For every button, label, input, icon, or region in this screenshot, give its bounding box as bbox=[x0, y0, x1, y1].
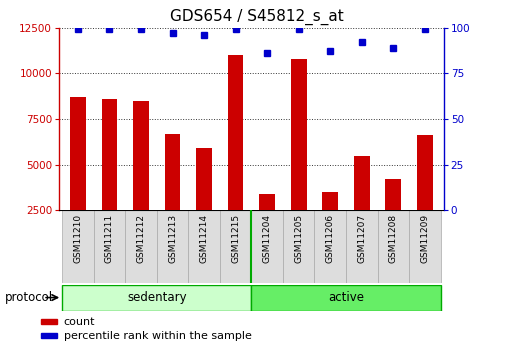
Bar bbox=[62, 285, 251, 310]
Text: GDS654 / S45812_s_at: GDS654 / S45812_s_at bbox=[170, 9, 343, 25]
Bar bbox=[41, 333, 57, 338]
Text: GSM11205: GSM11205 bbox=[294, 214, 303, 263]
Text: protocol: protocol bbox=[5, 291, 53, 304]
Bar bbox=[251, 285, 441, 310]
Bar bbox=[41, 319, 57, 324]
Text: GSM11204: GSM11204 bbox=[263, 214, 272, 263]
Bar bbox=[62, 210, 94, 283]
Bar bbox=[188, 210, 220, 283]
Text: GSM11212: GSM11212 bbox=[136, 214, 146, 263]
Bar bbox=[417, 136, 432, 210]
Bar bbox=[251, 210, 283, 283]
Bar bbox=[259, 194, 275, 210]
Text: GSM11213: GSM11213 bbox=[168, 214, 177, 263]
Text: percentile rank within the sample: percentile rank within the sample bbox=[64, 331, 251, 341]
Bar bbox=[283, 210, 314, 283]
Text: GSM11210: GSM11210 bbox=[73, 214, 83, 263]
Bar bbox=[94, 210, 125, 283]
Bar bbox=[133, 101, 149, 210]
Bar bbox=[354, 156, 370, 210]
Bar bbox=[165, 134, 181, 210]
Bar bbox=[385, 179, 401, 210]
Bar bbox=[220, 210, 251, 283]
Bar bbox=[125, 210, 157, 283]
Text: GSM11208: GSM11208 bbox=[389, 214, 398, 263]
Text: active: active bbox=[328, 291, 364, 304]
Bar bbox=[346, 210, 378, 283]
Bar bbox=[378, 210, 409, 283]
Text: sedentary: sedentary bbox=[127, 291, 187, 304]
Text: GSM11207: GSM11207 bbox=[357, 214, 366, 263]
Text: count: count bbox=[64, 317, 95, 327]
Text: GSM11215: GSM11215 bbox=[231, 214, 240, 263]
Bar bbox=[314, 210, 346, 283]
Bar bbox=[196, 148, 212, 210]
Text: GSM11206: GSM11206 bbox=[326, 214, 334, 263]
Text: GSM11211: GSM11211 bbox=[105, 214, 114, 263]
Text: GSM11209: GSM11209 bbox=[420, 214, 429, 263]
Bar bbox=[70, 97, 86, 210]
Bar bbox=[322, 192, 338, 210]
Bar bbox=[102, 99, 117, 210]
Bar bbox=[291, 59, 307, 210]
Text: GSM11214: GSM11214 bbox=[200, 214, 209, 263]
Bar bbox=[409, 210, 441, 283]
Bar bbox=[228, 55, 244, 210]
Bar bbox=[157, 210, 188, 283]
